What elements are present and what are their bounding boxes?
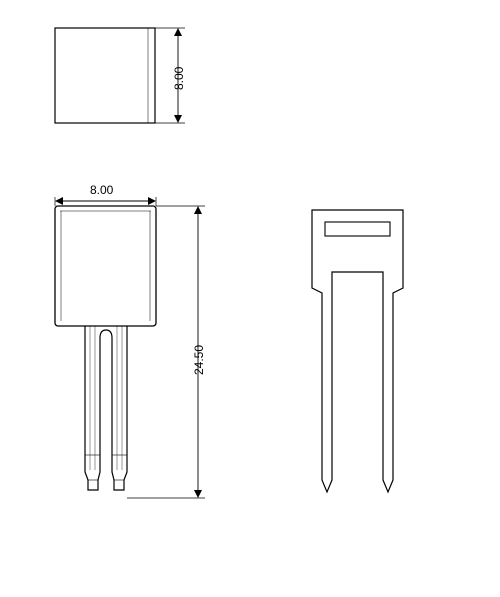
inner-slot xyxy=(325,222,390,236)
dim-label-front-width: 8.00 xyxy=(90,183,113,197)
top-view xyxy=(0,0,500,597)
drawing-canvas: 8.00 8.00 24.50 xyxy=(0,0,500,597)
front-legs xyxy=(85,326,127,490)
top-view-rect xyxy=(55,28,155,123)
dim-label-top-height: 8.00 xyxy=(172,67,186,90)
dim-label-front-height: 24.50 xyxy=(192,345,206,375)
front-body xyxy=(55,206,156,326)
inner-view xyxy=(312,210,403,492)
